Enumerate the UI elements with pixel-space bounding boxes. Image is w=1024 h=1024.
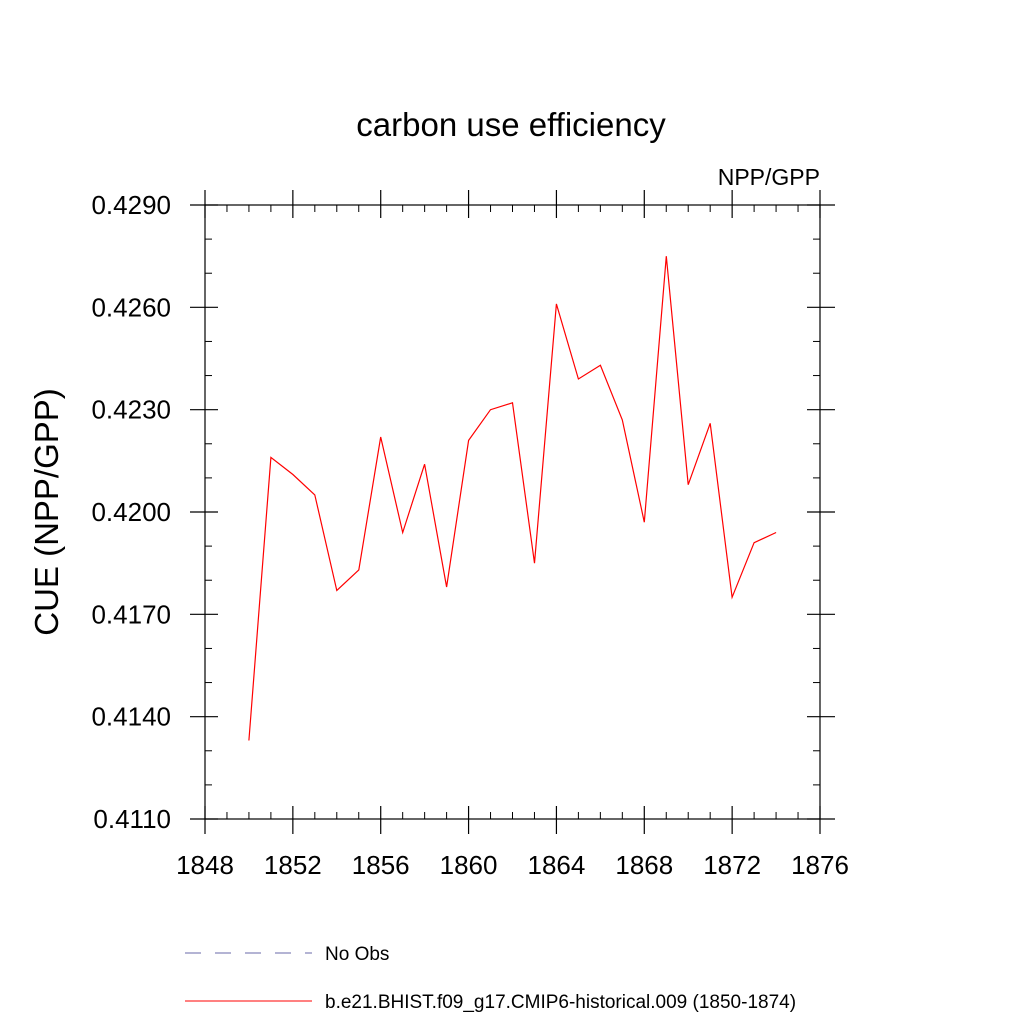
x-tick-label: 1848 [176, 850, 234, 880]
y-tick-label: 0.4200 [91, 497, 171, 527]
y-tick-labels: 0.4110 0.4140 0.4170 0.4200 0.4230 0.4260 0.42… [91, 190, 171, 834]
legend: No Obs b.e21.BHIST.f09_g17.CMIP6-histori… [185, 944, 796, 1013]
chart-subtitle: NPP/GPP [718, 164, 820, 190]
x-tick-label: 1876 [791, 850, 849, 880]
y-tick-label: 0.4290 [91, 190, 171, 220]
y-tick-label: 0.4140 [91, 702, 171, 732]
plot-frame [204, 204, 821, 820]
y-tick-label: 0.4110 [93, 804, 171, 834]
series-line-model [248, 256, 777, 741]
y-tick-label: 0.4260 [91, 292, 171, 322]
x-tick-labels: 1848 1852 1856 1860 1864 1868 1872 1876 [176, 850, 849, 880]
x-tick-label: 1872 [703, 850, 761, 880]
x-tick-label: 1856 [352, 850, 410, 880]
chart-title: carbon use efficiency [356, 106, 666, 143]
y-tick-label: 0.4170 [91, 599, 171, 629]
x-tick-label: 1868 [615, 850, 673, 880]
series-layer [248, 256, 777, 741]
major-ticks [190, 190, 835, 834]
y-axis-label: CUE (NPP/GPP) [28, 388, 65, 636]
y-tick-label: 0.4230 [91, 395, 171, 425]
x-tick-label: 1852 [264, 850, 322, 880]
legend-label-model: b.e21.BHIST.f09_g17.CMIP6-historical.009… [325, 992, 796, 1013]
x-tick-label: 1860 [440, 850, 498, 880]
minor-ticks [205, 205, 820, 819]
x-tick-label: 1864 [528, 850, 586, 880]
legend-label-no-obs: No Obs [325, 944, 389, 965]
